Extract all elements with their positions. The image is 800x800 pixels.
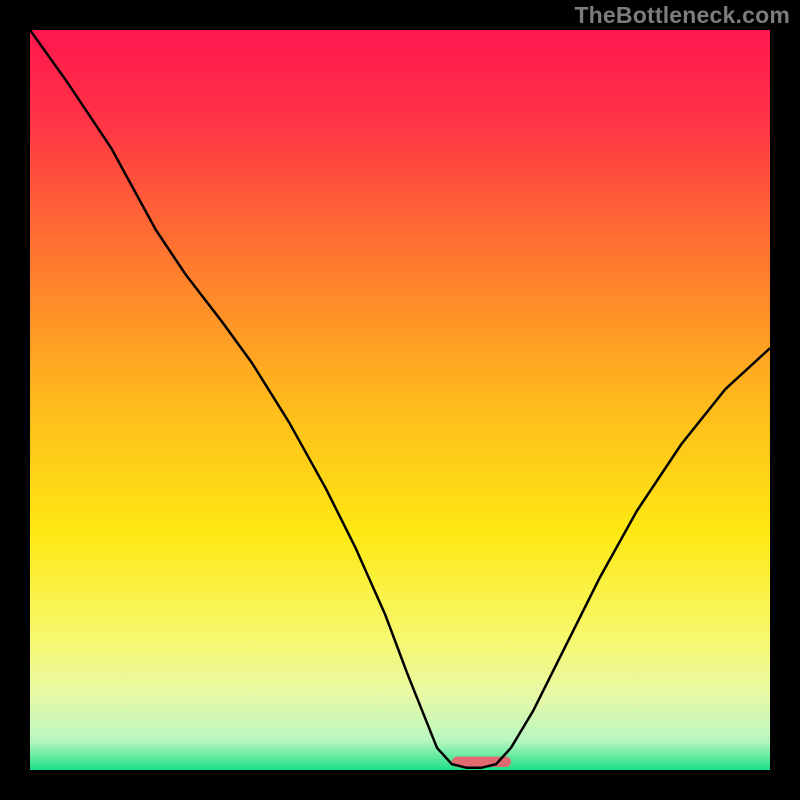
watermark-text: TheBottleneck.com xyxy=(574,2,790,29)
plot-area xyxy=(30,30,770,770)
background-rect xyxy=(30,30,770,770)
plot-svg xyxy=(30,30,770,770)
chart-frame: TheBottleneck.com xyxy=(0,0,800,800)
